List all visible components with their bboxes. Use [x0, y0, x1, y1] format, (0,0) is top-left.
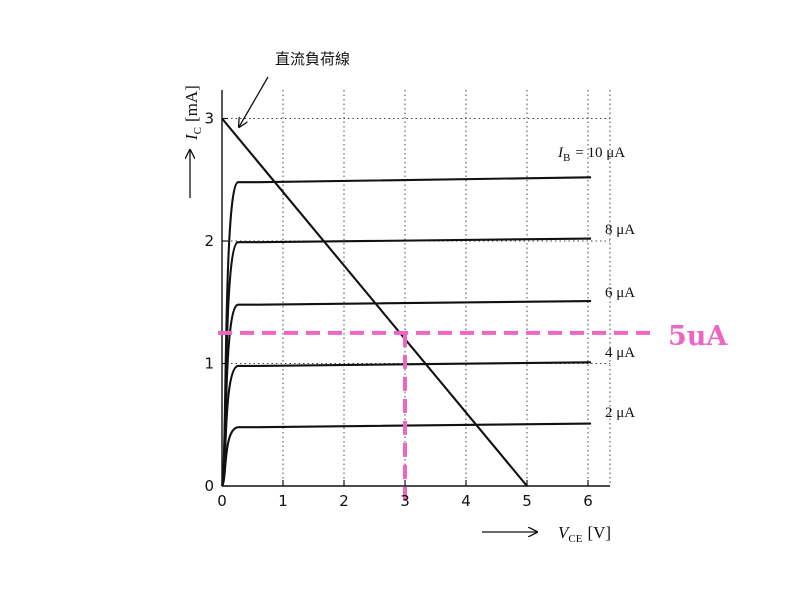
curve-ib	[220, 299, 592, 487]
highlight-label: 5uA	[668, 321, 728, 352]
curve-label: 2 μA	[605, 405, 635, 421]
axes	[221, 90, 610, 487]
x-tick-label: 4	[461, 492, 471, 510]
y-tick-label: 0	[204, 477, 214, 495]
load-line-label: 直流負荷線	[275, 50, 350, 68]
load-line	[221, 117, 528, 487]
curve-label: 8 μA	[605, 222, 635, 238]
curve-label: 6 μA	[605, 285, 635, 301]
curve-ib	[220, 176, 592, 487]
load-line-arrow	[239, 76, 269, 127]
y-tick-label: 3	[204, 110, 214, 128]
x-tick-label: 1	[278, 492, 288, 510]
annotations	[190, 76, 652, 532]
x-tick-label: 5	[522, 492, 532, 510]
x-tick-label: 2	[339, 492, 349, 510]
x-axis-label: VCE [V]	[558, 523, 611, 545]
y-tick-label: 1	[204, 355, 214, 373]
labels: 0 1 2 3 4 5 6 0 1 2 3 2 μA 4 μA 6 μA 8 μA IB = 10 μA 直流負荷…	[182, 50, 728, 545]
x-tick-label: 6	[583, 492, 593, 510]
characteristic-curves	[220, 117, 592, 487]
curve-label: 4 μA	[605, 345, 635, 361]
curve-label-ib: IB = 10 μA	[557, 145, 625, 164]
y-axis-label: IC[mA]	[182, 85, 204, 141]
x-tick-label: 3	[400, 492, 410, 510]
y-tick-label: 2	[204, 232, 214, 250]
x-tick-label: 0	[217, 492, 227, 510]
